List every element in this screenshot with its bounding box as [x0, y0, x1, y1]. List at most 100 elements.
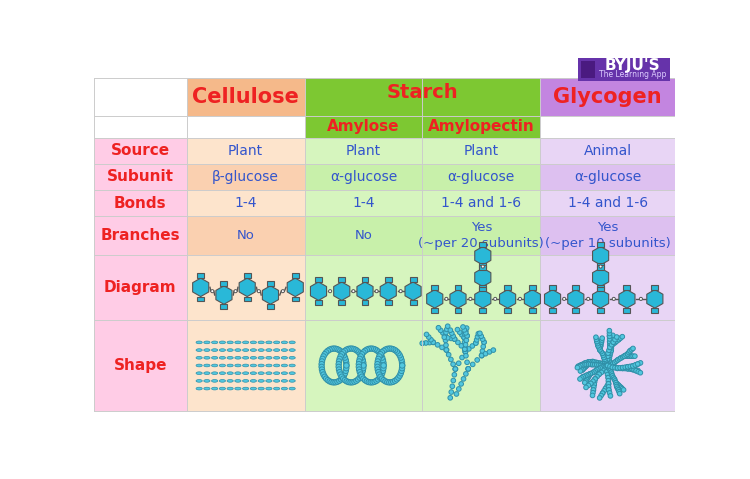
Circle shape	[590, 371, 594, 375]
Circle shape	[605, 363, 610, 368]
Text: Yes
(~per 10 subunits): Yes (~per 10 subunits)	[544, 221, 670, 250]
Circle shape	[636, 369, 640, 374]
FancyBboxPatch shape	[422, 255, 540, 320]
Text: No: No	[355, 229, 373, 242]
Circle shape	[451, 378, 456, 383]
Circle shape	[361, 376, 366, 381]
Ellipse shape	[211, 372, 217, 375]
Circle shape	[615, 366, 620, 371]
Circle shape	[605, 363, 610, 368]
Circle shape	[606, 361, 610, 365]
Ellipse shape	[274, 341, 280, 344]
FancyBboxPatch shape	[529, 285, 536, 290]
Ellipse shape	[274, 364, 280, 367]
Circle shape	[618, 336, 622, 341]
Circle shape	[622, 354, 627, 358]
Circle shape	[463, 350, 468, 354]
Circle shape	[583, 380, 587, 385]
FancyBboxPatch shape	[623, 285, 631, 290]
Circle shape	[606, 351, 610, 355]
Circle shape	[604, 362, 608, 367]
Circle shape	[605, 372, 610, 377]
Circle shape	[591, 388, 596, 392]
Circle shape	[610, 361, 615, 365]
Circle shape	[370, 379, 376, 385]
Circle shape	[584, 364, 588, 369]
Circle shape	[463, 350, 468, 354]
Circle shape	[391, 346, 396, 352]
Text: Branches: Branches	[100, 228, 180, 243]
Circle shape	[452, 373, 457, 377]
Circle shape	[449, 390, 454, 394]
Circle shape	[638, 361, 643, 365]
Circle shape	[360, 357, 365, 363]
Ellipse shape	[196, 349, 202, 352]
FancyBboxPatch shape	[304, 255, 422, 320]
Circle shape	[356, 349, 361, 354]
Circle shape	[633, 368, 638, 372]
Polygon shape	[544, 290, 560, 308]
Circle shape	[483, 352, 488, 356]
Circle shape	[605, 357, 610, 362]
Text: Cellulose: Cellulose	[192, 87, 299, 107]
Circle shape	[609, 362, 613, 366]
Circle shape	[374, 347, 380, 353]
Circle shape	[586, 372, 591, 377]
FancyBboxPatch shape	[549, 308, 556, 313]
Ellipse shape	[219, 356, 226, 359]
Circle shape	[639, 297, 643, 300]
Circle shape	[446, 324, 450, 329]
Circle shape	[607, 329, 612, 333]
Circle shape	[602, 364, 606, 368]
Ellipse shape	[227, 379, 233, 382]
FancyBboxPatch shape	[338, 277, 345, 282]
Circle shape	[631, 354, 635, 358]
Circle shape	[440, 345, 444, 350]
Circle shape	[344, 378, 350, 384]
Circle shape	[580, 375, 586, 379]
Circle shape	[606, 378, 610, 383]
Circle shape	[580, 366, 585, 371]
Circle shape	[598, 347, 602, 352]
Polygon shape	[262, 286, 278, 304]
Circle shape	[461, 376, 466, 381]
FancyBboxPatch shape	[479, 242, 486, 247]
Circle shape	[578, 363, 583, 368]
Circle shape	[463, 345, 467, 349]
Ellipse shape	[211, 387, 217, 390]
Circle shape	[580, 375, 586, 379]
Circle shape	[630, 366, 634, 371]
Circle shape	[464, 354, 468, 358]
Circle shape	[626, 352, 630, 356]
Circle shape	[350, 346, 355, 352]
Circle shape	[392, 378, 398, 384]
Circle shape	[424, 341, 428, 345]
Circle shape	[481, 344, 485, 349]
Circle shape	[615, 366, 620, 371]
Circle shape	[598, 347, 602, 352]
Circle shape	[626, 365, 630, 369]
Circle shape	[608, 368, 613, 373]
Circle shape	[444, 348, 448, 352]
Ellipse shape	[274, 349, 280, 352]
Circle shape	[581, 366, 586, 371]
FancyBboxPatch shape	[597, 285, 604, 290]
Ellipse shape	[266, 387, 272, 390]
FancyBboxPatch shape	[422, 137, 540, 164]
Circle shape	[444, 348, 448, 352]
Circle shape	[626, 365, 630, 369]
Circle shape	[462, 335, 466, 340]
Circle shape	[600, 361, 604, 366]
Circle shape	[360, 368, 365, 374]
Circle shape	[612, 360, 617, 365]
Circle shape	[444, 343, 448, 347]
Circle shape	[352, 346, 357, 352]
Circle shape	[579, 376, 584, 380]
Circle shape	[463, 332, 467, 337]
Circle shape	[608, 334, 612, 339]
Polygon shape	[619, 290, 635, 308]
Circle shape	[617, 391, 622, 396]
Circle shape	[610, 338, 615, 343]
Circle shape	[453, 367, 458, 371]
FancyBboxPatch shape	[315, 277, 322, 282]
